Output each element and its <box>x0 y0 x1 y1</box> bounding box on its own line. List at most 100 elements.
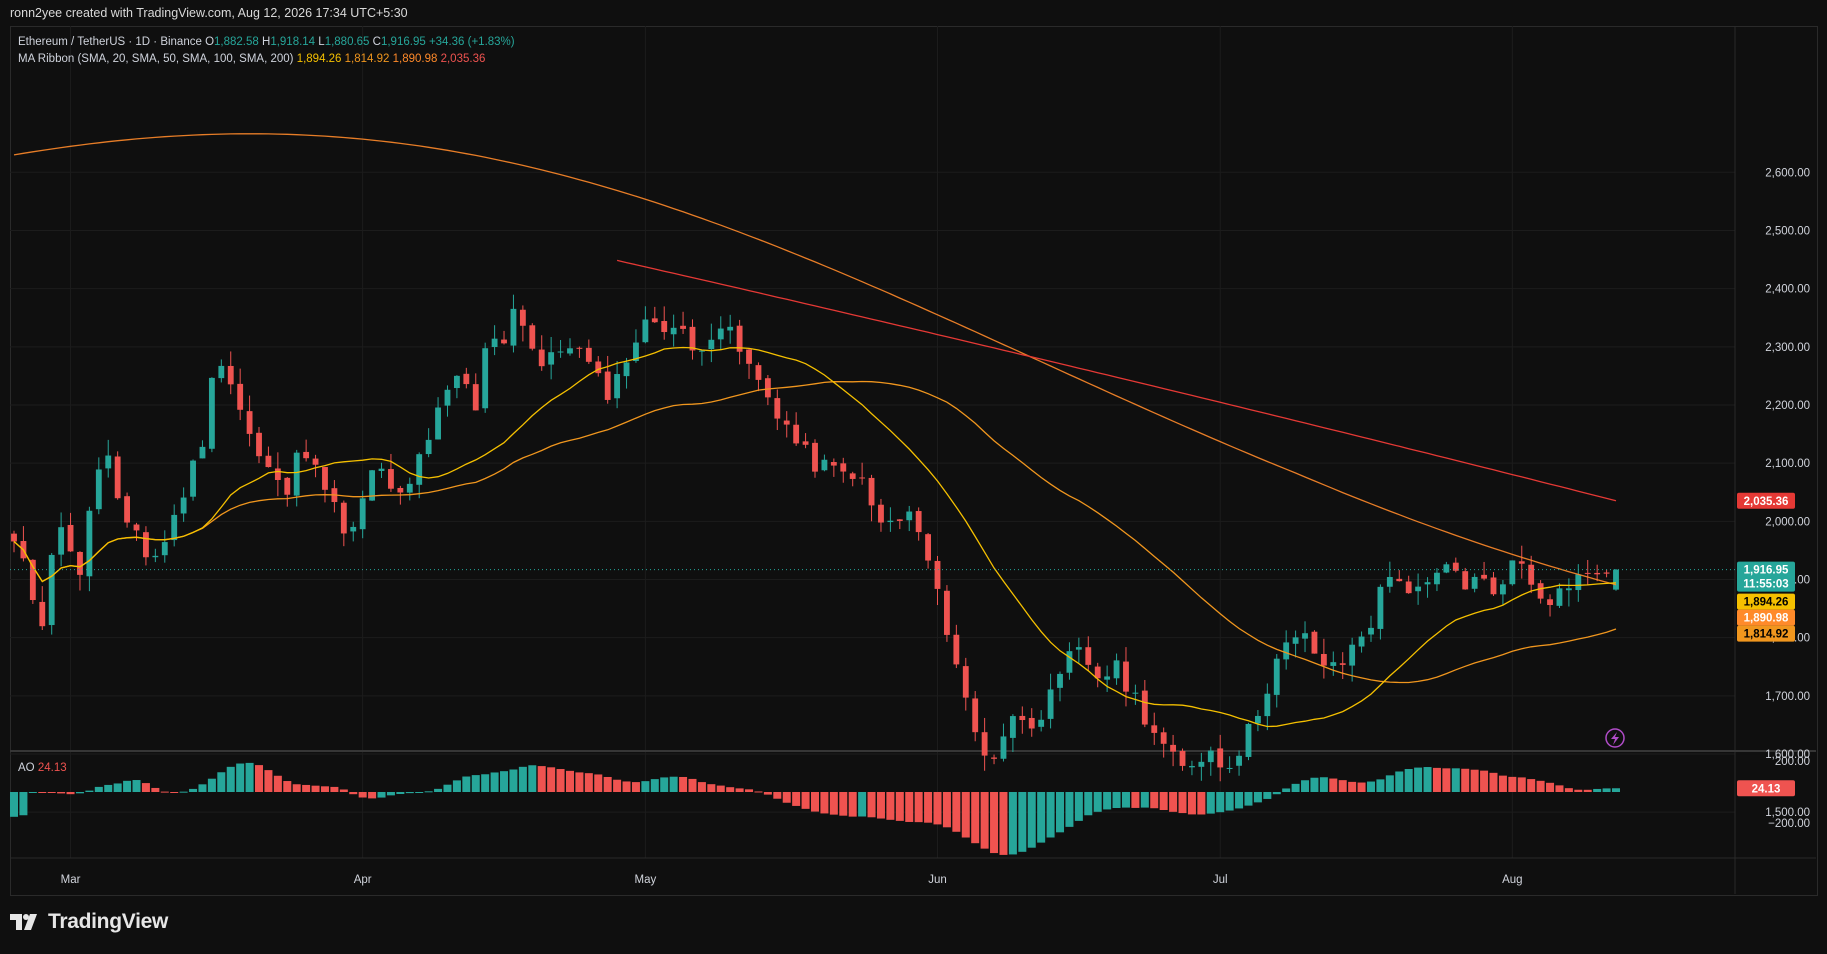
ao-bar <box>198 784 207 792</box>
ao-bar <box>1329 778 1338 792</box>
candle-body <box>1113 660 1120 679</box>
ao-value: 24.13 <box>37 762 67 774</box>
ao-bar <box>773 792 782 799</box>
low-label: L <box>318 36 325 48</box>
candle-body <box>1349 644 1356 666</box>
ma-ribbon-legend[interactable]: MA Ribbon (SMA, 20, SMA, 50, SMA, 100, S… <box>18 53 485 65</box>
ao-bar <box>1498 775 1507 792</box>
ao-bar <box>358 792 367 798</box>
candle-body <box>58 527 65 555</box>
ao-bar <box>245 762 254 792</box>
ao-bar <box>1272 792 1281 795</box>
candle-body <box>1509 560 1516 585</box>
ao-bar <box>1253 792 1262 803</box>
ao-bar <box>961 792 970 838</box>
candle-body <box>340 502 347 534</box>
candle-body <box>538 349 545 367</box>
sma50-tag-bg <box>1737 625 1795 642</box>
ao-bar <box>330 786 339 792</box>
symbol-title: Ethereum / TetherUS · 1D · Binance <box>18 36 202 48</box>
ma-ribbon-lines <box>13 133 1617 728</box>
candle-body <box>519 309 526 326</box>
ao-legend[interactable]: AO 24.13 <box>18 762 67 774</box>
candle-body <box>1104 676 1111 680</box>
candle-body <box>171 514 178 541</box>
tradingview-logo[interactable]: TradingView <box>10 910 168 934</box>
open-label: O <box>205 36 215 48</box>
pane-separator <box>10 26 1816 894</box>
ao-bar <box>500 771 509 792</box>
candle-body <box>878 504 884 523</box>
ao-bar <box>1282 788 1291 792</box>
ao-bar <box>839 792 848 816</box>
ao-bar <box>1263 792 1272 799</box>
ma-value-sma50: 1,814.92 <box>344 53 390 65</box>
candle-body <box>143 532 149 558</box>
candle-body <box>991 757 997 759</box>
time-tick-label: Mar <box>61 874 81 886</box>
ao-bar <box>895 792 904 821</box>
candle-body <box>1075 647 1082 650</box>
candle-body <box>906 511 913 521</box>
price-tick-label: 2,600.00 <box>1765 167 1810 179</box>
ao-bar <box>66 792 75 795</box>
ao-bar <box>1348 781 1357 792</box>
ao-bar <box>1536 780 1545 792</box>
candle-body <box>161 542 168 556</box>
ao-tick-label: −200.00 <box>1768 818 1810 830</box>
time-tick-label: Jul <box>1213 874 1228 886</box>
ao-bar <box>858 792 867 817</box>
ao-bar <box>867 792 876 818</box>
ao-bar <box>556 769 565 792</box>
candle-body <box>1245 723 1252 757</box>
sma200-tag-bg <box>1737 492 1795 509</box>
ao-bar <box>104 784 113 792</box>
ma-value-sma20: 1,894.26 <box>296 53 342 65</box>
ao-bar <box>405 792 414 794</box>
ao-bar <box>905 792 914 822</box>
ao-bar <box>19 792 28 816</box>
candle-body <box>1443 564 1450 573</box>
candle-body <box>227 365 234 385</box>
close-value: 1,916.95 <box>380 36 426 48</box>
ao-bar <box>349 792 358 795</box>
candle-body <box>802 441 809 445</box>
candle-body <box>369 470 376 501</box>
candle-body <box>190 460 196 497</box>
candle-body <box>406 483 413 493</box>
candle-body <box>1462 571 1469 590</box>
candle-body <box>1339 663 1346 665</box>
candle-body <box>124 496 131 523</box>
ao-bar <box>1385 775 1394 792</box>
low-value: 1,880.65 <box>324 36 370 48</box>
candle-body <box>312 458 319 465</box>
time-tick-label: Aug <box>1502 874 1522 886</box>
ao-bar <box>38 792 47 793</box>
ao-bar <box>1508 776 1517 792</box>
ao-bar <box>1056 792 1065 833</box>
ao-bar <box>471 775 480 792</box>
ao-bar <box>1470 769 1479 792</box>
grid <box>10 26 1735 858</box>
ao-bar <box>1291 783 1300 792</box>
symbol-legend[interactable]: Ethereum / TetherUS · 1D · Binance O 1,88… <box>18 36 515 48</box>
candle-body <box>246 411 253 434</box>
ao-bar <box>886 792 895 820</box>
candle-body <box>510 308 517 346</box>
candle-body <box>981 732 988 756</box>
candle-body <box>1028 717 1035 729</box>
ao-bar <box>1037 792 1046 843</box>
candle-body <box>812 442 818 472</box>
ao-bar <box>226 766 235 792</box>
candle-body <box>576 347 583 349</box>
ao-bar <box>255 765 264 792</box>
ao-bar <box>1197 792 1206 815</box>
candle-body <box>1057 673 1063 688</box>
ma-ribbon-label: MA Ribbon (SMA, 20, SMA, 50, SMA, 100, S… <box>18 53 294 65</box>
candle-body <box>774 398 781 419</box>
candle-body <box>727 326 734 331</box>
ao-bar <box>820 792 829 814</box>
candle-body <box>689 326 696 351</box>
ao-bar <box>924 792 933 823</box>
